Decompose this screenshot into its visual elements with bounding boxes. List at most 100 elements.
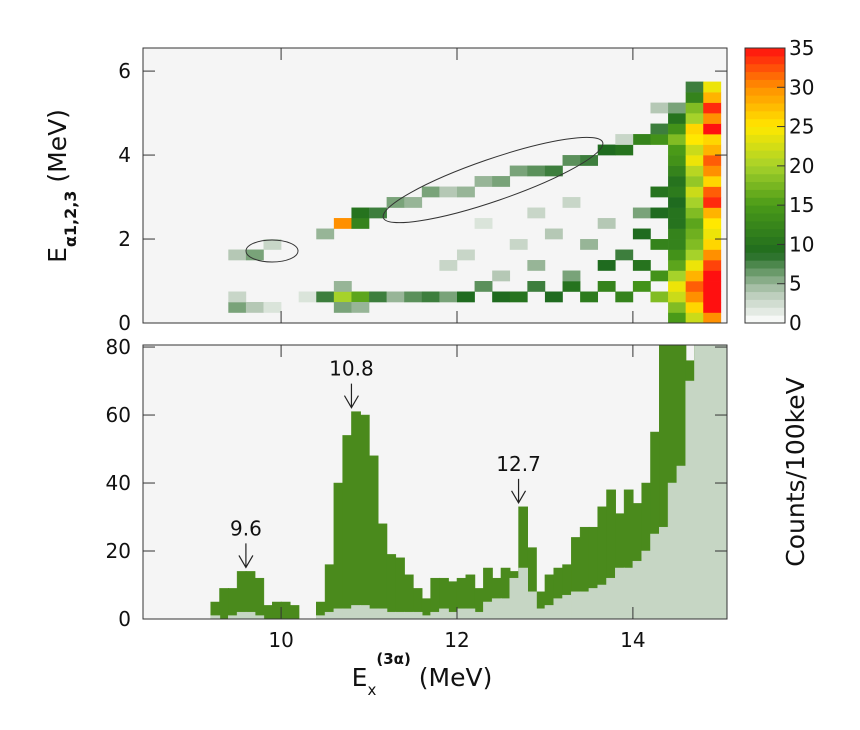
heat-cell: [351, 207, 370, 219]
hist-bar: [342, 435, 353, 619]
heat-cell: [703, 144, 722, 156]
heat-cell: [615, 249, 634, 261]
heat-cell: [685, 102, 704, 114]
colorbar-stripe: [745, 79, 785, 88]
y-tick-label: 0: [118, 607, 131, 631]
heat-cell: [597, 281, 616, 292]
colorbar-stripe: [745, 315, 785, 324]
hist-bar: [571, 591, 581, 619]
heat-cell: [263, 302, 282, 313]
heat-cell: [703, 81, 722, 93]
colorbar-stripe: [745, 291, 785, 300]
heat-cell: [632, 228, 651, 240]
colorbar-tick-label: 0: [789, 311, 802, 335]
heat-cell: [703, 155, 722, 166]
colorbar-stripe: [745, 189, 785, 198]
heat-cell: [668, 270, 686, 282]
annotation-label: 9.6: [230, 516, 262, 540]
colorbar-tick-label: 10: [789, 232, 814, 256]
annotation-arrow: [343, 383, 359, 409]
heat-cell: [650, 134, 669, 145]
heat-cell: [668, 260, 686, 271]
colorbar-stripe: [745, 252, 785, 261]
heat-cell: [703, 270, 722, 282]
colorbar-stripe: [745, 205, 785, 214]
heat-cell: [685, 144, 704, 156]
annotation-label: 10.8: [329, 357, 374, 381]
heat-cell: [632, 207, 651, 219]
heat-cell: [650, 270, 669, 282]
label-part: (3α): [376, 650, 410, 668]
hist-bar: [236, 611, 247, 619]
colorbar-stripe: [745, 158, 785, 167]
heat-cell: [685, 218, 704, 229]
hist-bar: [351, 411, 361, 619]
hist-bar: [659, 526, 669, 619]
heat-cell: [597, 260, 616, 271]
heat-cell: [703, 249, 722, 261]
y-tick-label: 6: [118, 59, 131, 83]
hist-bar: [324, 611, 335, 619]
hist-bar: [228, 588, 238, 619]
colorbar-stripe: [745, 150, 785, 159]
heat-cell: [685, 270, 704, 282]
heat-cell: [703, 165, 722, 177]
heat-cell: [439, 260, 458, 271]
heat-cell: [474, 176, 493, 187]
heat-cell: [421, 291, 440, 303]
heat-cell: [685, 123, 704, 135]
heat-cell: [685, 228, 704, 240]
hist-bar: [280, 601, 291, 619]
hist-bar: [544, 605, 555, 619]
hist-bar: [377, 608, 388, 619]
colorbar-stripe: [745, 63, 785, 73]
heat-cell: [527, 281, 546, 292]
colorbar-stripe: [745, 228, 785, 238]
colorbar-stripe: [745, 165, 785, 175]
hist-bar: [289, 605, 300, 619]
frame-top: [142, 47, 728, 324]
heat-cell: [263, 239, 282, 250]
heat-cell: [685, 249, 704, 261]
heat-cell: [509, 239, 528, 250]
colorbar-tick-label: 25: [789, 115, 814, 139]
heat-cell: [685, 239, 704, 250]
heat-cell: [685, 92, 704, 103]
x-tick-label: 14: [620, 628, 645, 652]
heat-cell: [527, 207, 546, 219]
heat-cell: [668, 134, 686, 145]
heat-cell: [544, 291, 563, 303]
histogram: [210, 345, 727, 619]
hist-bar: [703, 345, 713, 619]
heat-cell: [668, 144, 686, 156]
heat-cell: [562, 155, 581, 166]
hist-bar: [368, 608, 379, 619]
heat-cell: [685, 312, 704, 323]
heat-cell: [615, 134, 634, 145]
heat-cell: [668, 186, 686, 198]
heat-cell: [685, 281, 704, 292]
colorbar-stripe: [745, 48, 785, 57]
colorbar-tick-label: 15: [789, 193, 814, 217]
hist-bar: [509, 577, 520, 619]
heat-cell: [703, 123, 722, 135]
hist-bar: [597, 584, 608, 619]
colorbar-stripe: [745, 268, 785, 277]
hist-bar: [711, 345, 722, 619]
colorbar-stripe: [745, 110, 785, 120]
heat-cell: [509, 291, 528, 303]
heat-cell: [580, 155, 599, 166]
heat-cell: [703, 281, 722, 292]
colorbar-stripe: [745, 142, 785, 151]
colorbar-stripe: [745, 173, 785, 183]
heat-cell: [527, 260, 546, 271]
hist-bar: [606, 577, 616, 619]
hist-bar: [676, 465, 687, 619]
hist-bar: [527, 591, 537, 619]
x-tick-label: 12: [444, 628, 469, 652]
heat-cell: [668, 312, 686, 323]
hist-bar: [562, 594, 572, 619]
y-tick-label: 40: [106, 471, 131, 495]
